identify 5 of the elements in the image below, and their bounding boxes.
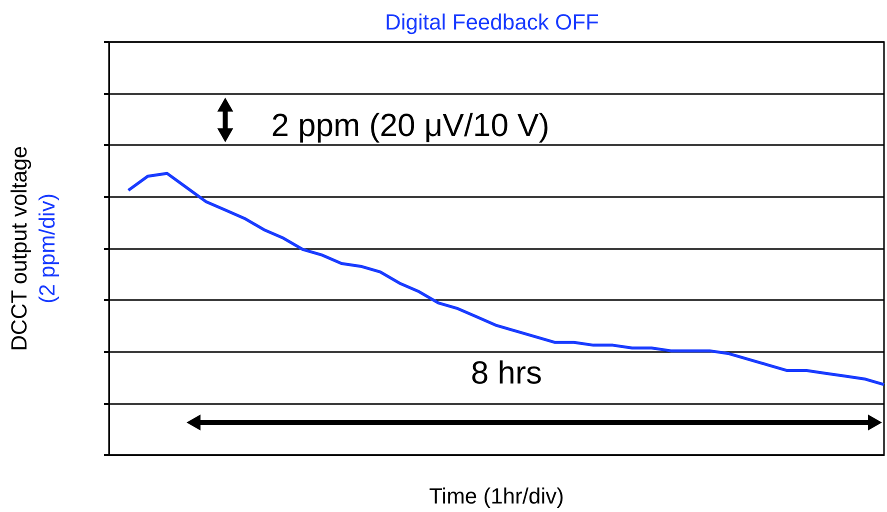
chart-title: Digital Feedback OFF: [385, 10, 599, 34]
text: 2 ppm (20 μV/10 V): [271, 107, 550, 144]
x-axis-title: Time (1hr/div): [429, 484, 564, 508]
y-axis-title: DCCT output voltage (2 ppm/div): [6, 146, 60, 352]
annotation: 8 hrs: [470, 354, 542, 390]
